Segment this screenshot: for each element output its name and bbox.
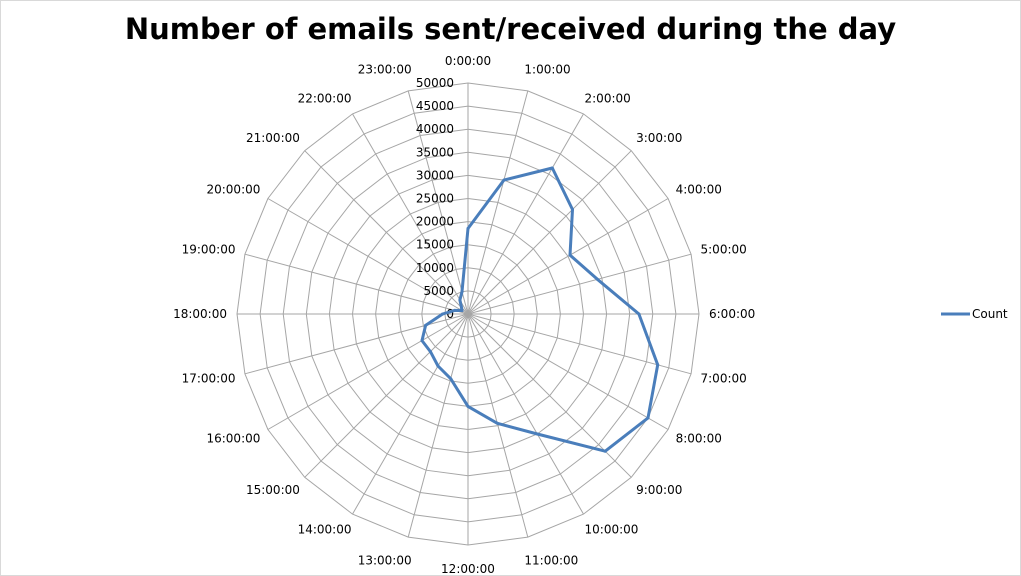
category-label: 4:00:00	[676, 183, 722, 197]
spoke-line	[467, 150, 632, 315]
data-point	[436, 364, 440, 368]
data-point	[466, 227, 470, 230]
data-point	[441, 312, 445, 316]
spoke-line	[244, 253, 469, 315]
category-label: 5:00:00	[701, 243, 747, 257]
spoke-line	[304, 150, 469, 315]
chart-title: Number of emails sent/received during th…	[124, 12, 897, 46]
radial-tick-label: 35000	[416, 145, 454, 159]
category-label: 19:00:00	[182, 243, 236, 257]
data-point	[460, 306, 463, 309]
spoke-line	[467, 313, 584, 515]
series-layer	[420, 166, 660, 453]
radial-tick-label: 20000	[416, 215, 454, 229]
category-label: 16:00:00	[206, 432, 260, 446]
category-label: 1:00:00	[524, 63, 570, 77]
data-point	[595, 277, 599, 281]
spoke-line	[407, 313, 469, 538]
category-label: 11:00:00	[524, 554, 578, 568]
radial-tick-label: 15000	[416, 238, 454, 252]
category-label: 12:00:00	[441, 562, 495, 576]
category-label: 15:00:00	[246, 483, 300, 497]
data-point	[460, 290, 464, 294]
radial-tick-label: 50000	[416, 76, 454, 90]
category-label: 3:00:00	[636, 131, 682, 145]
category-label: 22:00:00	[298, 91, 352, 105]
data-point	[646, 416, 650, 420]
spoke-line	[467, 313, 669, 430]
radial-tick-label: 45000	[416, 99, 454, 113]
category-label: 2:00:00	[585, 91, 631, 105]
category-label: 21:00:00	[246, 131, 300, 145]
spoke-line	[407, 90, 469, 315]
spoke-line	[267, 198, 469, 315]
spoke-line	[467, 90, 529, 315]
spoke-line	[467, 313, 692, 375]
spoke-line	[467, 198, 669, 315]
category-label: 9:00:00	[636, 483, 682, 497]
spoke-line	[244, 313, 469, 375]
spoke-line	[304, 313, 469, 478]
spoke-line	[467, 313, 529, 538]
category-label: 0:00:00	[445, 54, 491, 68]
data-point	[428, 350, 432, 354]
data-point	[495, 421, 499, 425]
category-label: 14:00:00	[298, 523, 352, 537]
category-label: 20:00:00	[206, 183, 260, 197]
legend-label-count: Count	[972, 307, 1008, 321]
category-label: 17:00:00	[182, 371, 236, 385]
spoke-line	[352, 313, 469, 515]
category-label: 18:00:00	[173, 307, 227, 321]
radial-tick-label: 10000	[416, 261, 454, 275]
spoke-line	[467, 253, 692, 315]
data-point	[571, 208, 574, 211]
legend: Count	[941, 307, 1008, 321]
data-point	[535, 432, 539, 436]
data-point	[420, 339, 424, 343]
data-point	[458, 298, 462, 302]
category-label: 10:00:00	[585, 523, 639, 537]
category-label: 23:00:00	[358, 63, 412, 77]
data-point	[460, 309, 464, 312]
category-label: 8:00:00	[676, 432, 722, 446]
category-label: 7:00:00	[701, 371, 747, 385]
data-point	[637, 312, 641, 316]
data-point	[568, 253, 572, 257]
radial-tick-label: 30000	[416, 168, 454, 182]
spoke-line	[467, 113, 584, 315]
data-point	[466, 404, 470, 408]
category-label: 6:00:00	[709, 307, 755, 321]
data-point	[502, 178, 506, 182]
radial-axis-tick-labels: 0 5000 10000 15000 20000 25000 30000 35000 40000…	[416, 76, 454, 321]
data-point	[603, 449, 607, 453]
radial-tick-label: 25000	[416, 192, 454, 206]
data-point	[424, 323, 428, 327]
category-labels: 0:00:00 1:00:00 2:00:00 3:00:00 4:00:00 5:00:…	[173, 54, 755, 576]
data-point	[656, 363, 660, 367]
radial-tick-label: 5000	[423, 284, 454, 298]
spoke-line	[352, 113, 469, 315]
spoke-line	[267, 313, 469, 430]
data-point	[550, 166, 554, 170]
radial-tick-label: 40000	[416, 122, 454, 136]
data-point	[449, 377, 453, 381]
series-line-count	[420, 166, 660, 453]
radial-tick-label: 0	[446, 307, 454, 321]
data-point	[453, 308, 457, 312]
category-label: 13:00:00	[358, 554, 412, 568]
radar-spokes	[237, 83, 699, 545]
